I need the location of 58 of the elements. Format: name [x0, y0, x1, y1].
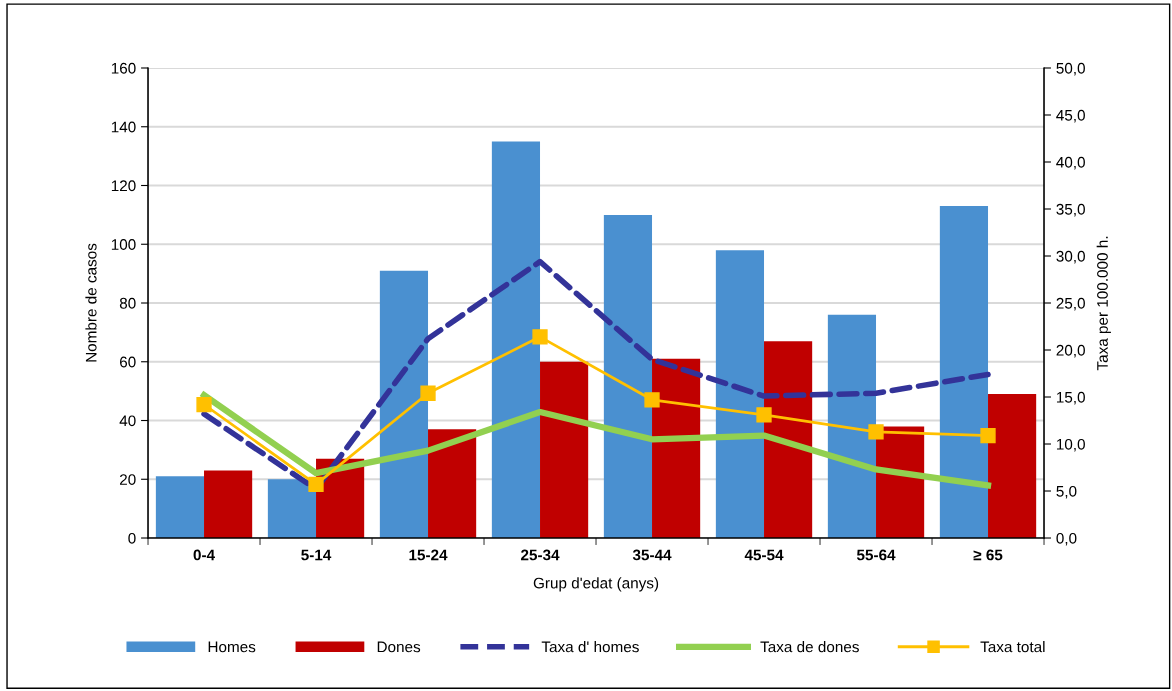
y-axis-title: Nombre de casos — [85, 243, 97, 362]
point — [532, 329, 548, 345]
bar — [652, 358, 701, 539]
bar — [379, 270, 429, 539]
y2-tick-label: 45,0 — [1056, 109, 1085, 123]
x-tick-label: 25-34 — [521, 549, 560, 561]
y2-tick-label: 40,0 — [1056, 156, 1085, 170]
point — [868, 424, 884, 440]
point — [308, 476, 324, 493]
legend-label: Dones — [377, 641, 421, 653]
legend-label: Taxa total — [980, 641, 1045, 653]
bar — [428, 429, 477, 539]
bar — [491, 141, 541, 539]
legend-label: Taxa de dones — [760, 641, 859, 653]
bar — [764, 341, 813, 539]
bar — [988, 394, 1037, 539]
y2-tick-label: 25,0 — [1056, 297, 1085, 311]
x-tick-label: 45-54 — [744, 549, 784, 561]
y-tick-label: 60 — [120, 356, 136, 368]
x-tick-label: 5-14 — [301, 549, 332, 561]
point — [644, 392, 660, 408]
bar — [603, 214, 653, 539]
y-tick-label: 40 — [119, 415, 136, 427]
point — [980, 427, 996, 444]
bar — [939, 206, 989, 539]
y-tick-label: 100 — [111, 239, 136, 250]
y-tick-label: 20 — [119, 474, 136, 485]
y2-tick-label: 50,0 — [1056, 62, 1085, 76]
y-tick-label: 140 — [111, 121, 136, 133]
bar — [540, 361, 589, 539]
x-tick-label: ≥ 65 — [973, 549, 1003, 561]
legend-label: Homes — [208, 641, 256, 653]
y2-tick-label: 0,0 — [1056, 532, 1077, 546]
bar — [267, 479, 317, 539]
y-tick-label: 160 — [111, 62, 136, 74]
y2-tick-label: 5,0 — [1056, 485, 1077, 499]
y2-tick-label: 35,0 — [1056, 203, 1085, 217]
y-tick-label: 120 — [111, 180, 136, 192]
x-tick-label: 15-24 — [409, 549, 448, 561]
x-tick-label: 35-44 — [632, 549, 672, 561]
bar — [827, 314, 877, 539]
y2-tick-label: 30,0 — [1056, 250, 1085, 264]
y2-tick-label: 10,0 — [1056, 438, 1085, 452]
bar — [155, 476, 205, 539]
point — [756, 407, 772, 423]
y2-tick-label: 15,0 — [1056, 391, 1085, 405]
y2-tick-label: 20,0 — [1056, 344, 1085, 358]
point — [420, 385, 436, 401]
bar — [715, 250, 765, 539]
y-tick-label: 80 — [119, 297, 136, 309]
bar — [204, 470, 253, 539]
y-tick-label: 0 — [128, 532, 136, 544]
legend-label: Taxa d' homes — [541, 641, 639, 653]
x-axis-title: Grup d'edat (anys) — [533, 577, 659, 592]
x-tick-label: 0-4 — [193, 549, 215, 561]
x-tick-label: 55-64 — [856, 549, 896, 561]
y2-axis-title: Taxa per 100.000 h. — [1096, 236, 1111, 371]
point — [196, 396, 212, 413]
